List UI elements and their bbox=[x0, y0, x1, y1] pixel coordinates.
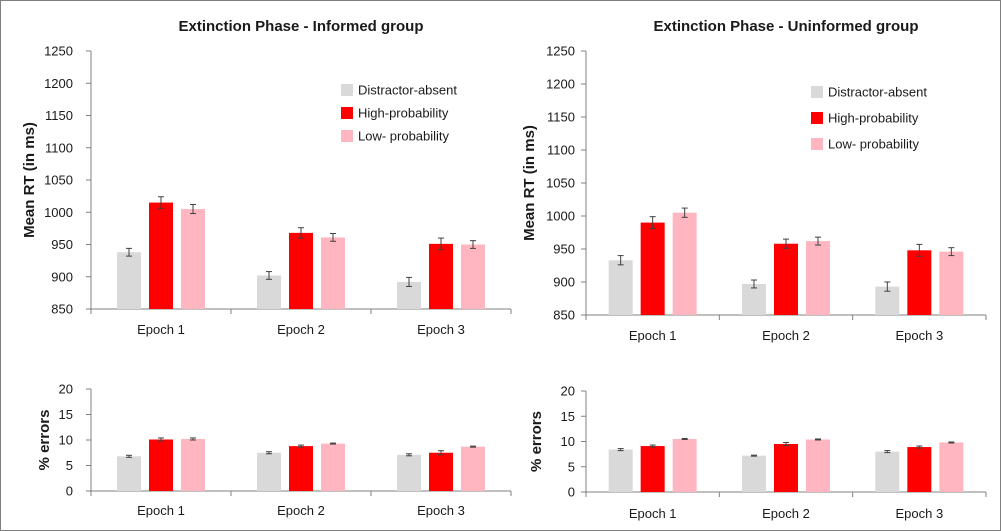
chart1-legend-swatch bbox=[341, 107, 353, 119]
chart2-legend-swatch bbox=[811, 138, 823, 150]
chart4-ytick-label: 10 bbox=[561, 434, 575, 449]
chart2-bar bbox=[907, 250, 932, 315]
chart2-ylabel: Mean RT (in ms) bbox=[521, 125, 538, 241]
chart4-bar bbox=[939, 442, 964, 492]
chart2-legend-swatch bbox=[811, 112, 823, 124]
chart4-category-label: Epoch 2 bbox=[762, 506, 810, 521]
chart4-ylabel: % errors bbox=[528, 411, 545, 472]
chart2-bar bbox=[608, 260, 633, 315]
chart2-ytick-label: 850 bbox=[553, 308, 575, 323]
chart3-ytick-label: 0 bbox=[66, 484, 73, 499]
chart1-bar bbox=[289, 232, 313, 309]
chart2-ytick-label: 1250 bbox=[546, 44, 575, 59]
chart2-ytick-label: 1200 bbox=[546, 77, 575, 92]
chart1-ytick-label: 1100 bbox=[45, 140, 73, 155]
chart1-ytick-label: 900 bbox=[51, 269, 73, 284]
chart4-category-label: Epoch 3 bbox=[895, 506, 943, 521]
chart4-bar bbox=[907, 447, 932, 492]
chart1-bar bbox=[149, 202, 173, 309]
chart1-legend-swatch bbox=[341, 130, 353, 142]
chart4-ytick-label: 15 bbox=[561, 409, 575, 424]
chart1-bar bbox=[257, 275, 281, 309]
chart4-ytick-label: 20 bbox=[561, 384, 575, 399]
chart2-bar bbox=[806, 241, 830, 315]
chart3-bar bbox=[397, 454, 421, 491]
chart2-bar bbox=[640, 222, 665, 315]
chart3-ytick-label: 20 bbox=[59, 382, 73, 397]
chart2-title: Extinction Phase - Uninformed group bbox=[653, 18, 918, 35]
chart3-ytick-label: 5 bbox=[66, 458, 73, 473]
chart1-ytick-label: 850 bbox=[51, 302, 73, 317]
chart1-ytick-label: 950 bbox=[51, 237, 73, 252]
chart2-legend-label: Distractor-absent bbox=[828, 85, 927, 100]
chart1-category-label: Epoch 3 bbox=[417, 322, 465, 337]
chart3-bar bbox=[181, 438, 205, 491]
chart1-category-label: Epoch 1 bbox=[137, 322, 185, 337]
chart3-bar bbox=[321, 443, 345, 491]
chart2-ytick-label: 950 bbox=[553, 242, 575, 257]
chart2-legend-label: Low- probability bbox=[828, 137, 920, 152]
chart1-ylabel: Mean RT (in ms) bbox=[21, 122, 38, 238]
chart2-bar bbox=[774, 243, 798, 315]
chart2-ytick-label: 1000 bbox=[546, 209, 575, 224]
chart2-bar bbox=[672, 212, 697, 315]
chart2-legend-swatch bbox=[811, 86, 823, 98]
chart4-bar bbox=[806, 439, 830, 492]
chart3-bar bbox=[429, 452, 453, 491]
chart1-ytick-label: 1150 bbox=[45, 108, 73, 123]
chart3-bar bbox=[461, 446, 485, 491]
chart1-bar bbox=[181, 209, 205, 309]
chart2-category-label: Epoch 1 bbox=[629, 328, 677, 343]
chart1-title: Extinction Phase - Informed group bbox=[178, 18, 423, 35]
chart1-category-label: Epoch 2 bbox=[277, 322, 325, 337]
chart3-bar bbox=[257, 452, 281, 491]
chart1-ytick-label: 1000 bbox=[44, 205, 73, 220]
chart3-bar bbox=[117, 456, 141, 491]
chart3-category-label: Epoch 1 bbox=[137, 503, 185, 518]
chart3-category-label: Epoch 3 bbox=[417, 503, 465, 518]
chart1-legend-label: Low- probability bbox=[358, 129, 450, 144]
chart3-bar bbox=[289, 446, 313, 491]
chart2-bar bbox=[939, 251, 964, 315]
chart1-bar bbox=[117, 252, 141, 309]
chart2-category-label: Epoch 2 bbox=[762, 328, 810, 343]
chart2-ytick-label: 1150 bbox=[547, 110, 575, 125]
chart4-bar bbox=[774, 444, 798, 492]
chart4-bar bbox=[742, 455, 766, 492]
chart4-ytick-label: 0 bbox=[568, 485, 575, 500]
chart1-ytick-label: 1250 bbox=[44, 44, 73, 59]
chart3-ylabel: % errors bbox=[36, 410, 53, 471]
chart1-ytick-label: 1050 bbox=[44, 173, 73, 188]
chart1-legend-swatch bbox=[341, 84, 353, 96]
chart1-legend-label: High-probability bbox=[358, 106, 449, 121]
chart4-ytick-label: 5 bbox=[568, 459, 575, 474]
chart3-category-label: Epoch 2 bbox=[277, 503, 325, 518]
chart4-bar bbox=[640, 446, 665, 492]
chart4-category-label: Epoch 1 bbox=[629, 506, 677, 521]
chart2-ytick-label: 900 bbox=[553, 275, 575, 290]
chart1-bar bbox=[321, 237, 345, 309]
chart1-bar bbox=[429, 243, 453, 309]
chart4-bar bbox=[875, 451, 900, 492]
chart1-bar bbox=[461, 244, 485, 309]
chart2-legend-label: High-probability bbox=[828, 111, 919, 126]
chart1-ytick-label: 1200 bbox=[44, 76, 73, 91]
chart1-legend-label: Distractor-absent bbox=[358, 83, 457, 98]
chart3-ytick-label: 10 bbox=[59, 433, 73, 448]
chart2-category-label: Epoch 3 bbox=[895, 328, 943, 343]
chart2-ytick-label: 1100 bbox=[547, 143, 575, 158]
chart3-bar bbox=[149, 439, 173, 491]
chart4-bar bbox=[672, 438, 697, 492]
chart2-ytick-label: 1050 bbox=[546, 176, 575, 191]
chart3-ytick-label: 15 bbox=[59, 407, 73, 422]
chart2-bar bbox=[742, 283, 766, 315]
chart4-bar bbox=[608, 449, 633, 492]
